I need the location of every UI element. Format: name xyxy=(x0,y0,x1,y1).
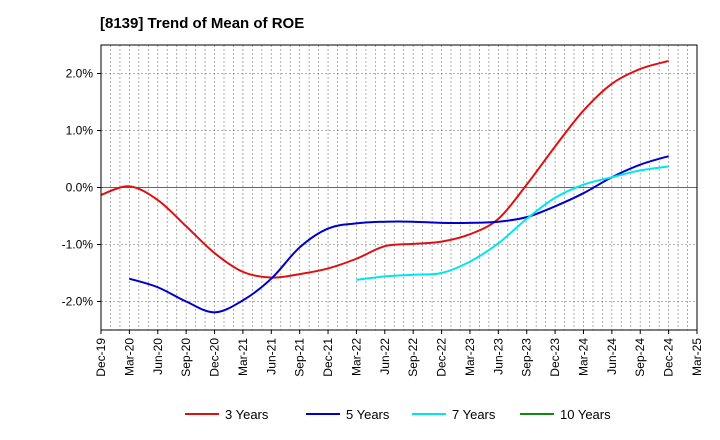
x-tick-label: Dec-23 xyxy=(548,338,562,377)
legend-label: 10 Years xyxy=(560,407,611,422)
x-tick-label: Dec-24 xyxy=(662,338,676,377)
x-tick-label: Mar-20 xyxy=(122,338,136,376)
x-tick-label: Jun-21 xyxy=(264,338,278,375)
x-tick-label: Sep-23 xyxy=(520,338,534,377)
series-line-1 xyxy=(100,59,669,279)
x-tick-label: Jun-20 xyxy=(151,338,165,375)
legend-label: 5 Years xyxy=(346,407,390,422)
y-tick-label: 0.0% xyxy=(66,181,94,195)
series-layer xyxy=(100,59,669,314)
x-tick-label: Mar-22 xyxy=(349,338,363,376)
x-tick-label: Jun-22 xyxy=(378,338,392,375)
x-tick-label: Dec-20 xyxy=(208,338,222,377)
x-tick-label: Jun-23 xyxy=(491,338,505,375)
x-tick-label: Dec-21 xyxy=(321,338,335,377)
x-tick-label: Dec-22 xyxy=(435,338,449,377)
x-tick-label: Sep-20 xyxy=(179,338,193,377)
y-axis-ticks: 2.0% 1.0% 0.0% -1.0% -2.0% xyxy=(62,67,101,309)
x-tick-label: Sep-22 xyxy=(406,338,420,377)
x-tick-label: Dec-19 xyxy=(94,338,108,377)
x-tick-label: Mar-23 xyxy=(463,338,477,376)
legend-label: 3 Years xyxy=(225,407,269,422)
x-tick-label: Sep-24 xyxy=(633,338,647,377)
chart-title: [8139] Trend of Mean of ROE xyxy=(100,15,304,32)
legend: 3 Years 5 Years 7 Years 10 Years xyxy=(185,407,611,422)
legend-label: 7 Years xyxy=(452,407,496,422)
x-tick-label: Mar-25 xyxy=(690,338,704,376)
x-tick-label: Mar-24 xyxy=(576,338,590,376)
x-axis-ticks: Dec-19 Mar-20 Jun-20 Sep-20 Dec-20 Mar-21 Jun-… xyxy=(94,330,704,377)
x-tick-label: Mar-21 xyxy=(236,338,250,376)
y-tick-label: 1.0% xyxy=(66,124,94,138)
series-line-2 xyxy=(129,155,669,314)
y-tick-label: 2.0% xyxy=(66,67,94,81)
x-tick-label: Sep-21 xyxy=(293,338,307,377)
y-tick-label: -1.0% xyxy=(62,238,94,252)
series-line-3 xyxy=(356,165,669,281)
y-tick-label: -2.0% xyxy=(62,295,94,309)
x-tick-label: Jun-24 xyxy=(605,338,619,375)
